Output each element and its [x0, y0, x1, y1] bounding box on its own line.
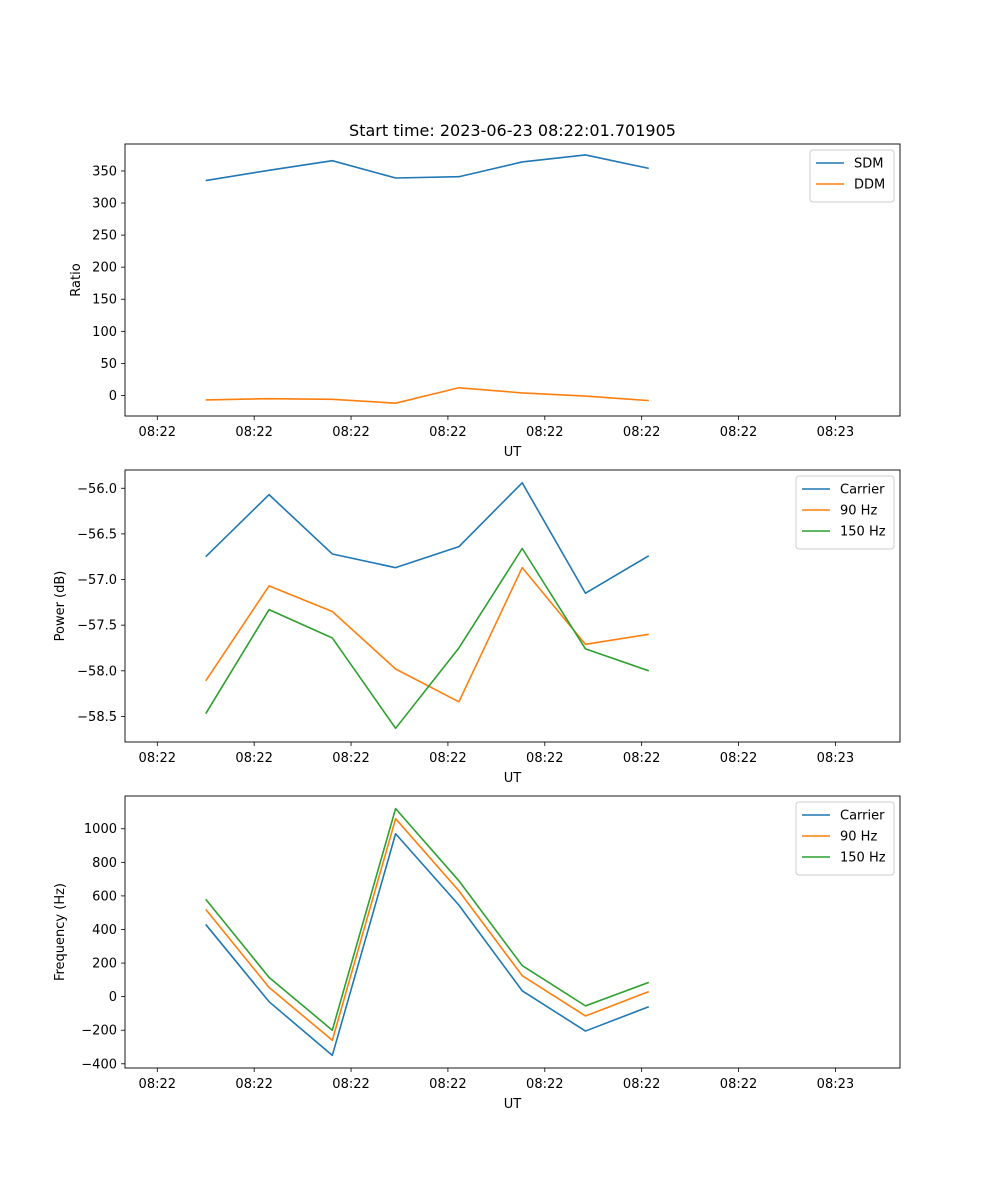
x-tick-label: 08:22 — [720, 1077, 757, 1092]
axes-3: 08:22 08:22 08:22 08:22 08:22 08:22 08:22 08:23… — [53, 795, 901, 1112]
y-tick-label: 400 — [92, 923, 117, 938]
x-tick-label: 08:22 — [526, 751, 563, 766]
x-tick-label: 08:22 — [623, 425, 660, 440]
x-tick-label: 08:22 — [429, 751, 466, 766]
x-tick-label: 08:22 — [526, 425, 563, 440]
x-tick-label: 08:22 — [332, 751, 369, 766]
x-tick-label: 08:22 — [139, 1077, 176, 1092]
series-line-150-hz — [205, 807, 650, 1032]
y-tick-label: 200 — [92, 957, 117, 972]
x-tick-label: 08:22 — [720, 751, 757, 766]
axes-frame — [124, 143, 901, 417]
y-tick-label: 200 — [92, 261, 117, 276]
legend-label: 90 Hz — [840, 504, 877, 519]
x-axis-label: UT — [504, 771, 522, 786]
y-tick-label: 300 — [92, 197, 117, 212]
legend-label: 90 Hz — [840, 830, 877, 845]
y-tick-label: 250 — [92, 229, 117, 244]
x-tick-label: 08:22 — [429, 425, 466, 440]
y-tick-label: 100 — [92, 325, 117, 340]
y-tick-label: 0 — [109, 389, 117, 404]
series-line-carrier — [205, 832, 650, 1057]
series-line-sdm — [205, 154, 649, 182]
y-tick-label: 600 — [92, 889, 117, 904]
y-tick-label: 800 — [92, 856, 117, 871]
y-tick-label: −200 — [81, 1024, 117, 1039]
legend: Carrier 90 Hz 150 Hz — [795, 801, 895, 876]
x-tick-label: 08:22 — [235, 1077, 272, 1092]
y-tick-label: 50 — [100, 357, 117, 372]
y-axis-label: Frequency (Hz) — [53, 883, 68, 981]
series-line-carrier — [205, 481, 650, 595]
x-tick-label: 08:22 — [526, 1077, 563, 1092]
legend: SDM DDM — [809, 149, 895, 203]
y-tick-label: 0 — [109, 990, 117, 1005]
legend-label: Carrier — [840, 809, 885, 824]
x-tick-label: 08:22 — [720, 425, 757, 440]
y-tick-label: −56.5 — [77, 527, 117, 542]
x-tick-label: 08:23 — [817, 1077, 854, 1092]
y-tick-label: 1000 — [84, 822, 117, 837]
x-tick-label: 08:22 — [623, 751, 660, 766]
x-tick-label: 08:22 — [429, 1077, 466, 1092]
legend-label: 150 Hz — [840, 851, 886, 866]
series-line-150-hz — [205, 547, 650, 730]
x-axis-label: UT — [504, 1097, 522, 1112]
axes-2: 08:22 08:22 08:22 08:22 08:22 08:22 08:22 08:23… — [53, 469, 901, 786]
y-tick-label: −57.0 — [77, 573, 117, 588]
legend-label: Carrier — [840, 483, 885, 498]
x-tick-label: 08:22 — [235, 751, 272, 766]
x-tick-label: 08:23 — [817, 751, 854, 766]
legend: Carrier 90 Hz 150 Hz — [795, 475, 895, 550]
y-tick-label: 150 — [92, 293, 117, 308]
y-axis-label: Ratio — [69, 263, 84, 296]
x-tick-label: 08:22 — [139, 425, 176, 440]
y-tick-label: −58.0 — [77, 664, 117, 679]
x-tick-label: 08:23 — [817, 425, 854, 440]
axes-1: 08:22 08:22 08:22 08:22 08:22 08:22 08:22 08:23… — [69, 143, 901, 460]
y-tick-label: −57.5 — [77, 619, 117, 634]
axes-container: 08:22 08:22 08:22 08:22 08:22 08:22 08:22 08:23… — [53, 143, 901, 1112]
axes-frame — [124, 795, 901, 1069]
x-tick-label: 08:22 — [332, 1077, 369, 1092]
y-tick-label: −56.0 — [77, 482, 117, 497]
y-tick-label: 350 — [92, 164, 117, 179]
y-tick-label: −58.5 — [77, 710, 117, 725]
series-line-90-hz — [205, 817, 650, 1042]
figure-title: Start time: 2023-06-23 08:22:01.701905 — [349, 121, 676, 140]
axes-frame — [124, 469, 901, 743]
series-line-ddm — [205, 386, 649, 404]
y-axis-label: Power (dB) — [53, 571, 68, 642]
legend-label: SDM — [854, 157, 883, 172]
x-tick-label: 08:22 — [139, 751, 176, 766]
x-tick-label: 08:22 — [623, 1077, 660, 1092]
legend-label: 150 Hz — [840, 525, 886, 540]
x-axis-label: UT — [504, 445, 522, 460]
x-tick-label: 08:22 — [235, 425, 272, 440]
x-tick-label: 08:22 — [332, 425, 369, 440]
y-tick-label: −400 — [81, 1057, 117, 1072]
legend-label: DDM — [854, 178, 885, 193]
